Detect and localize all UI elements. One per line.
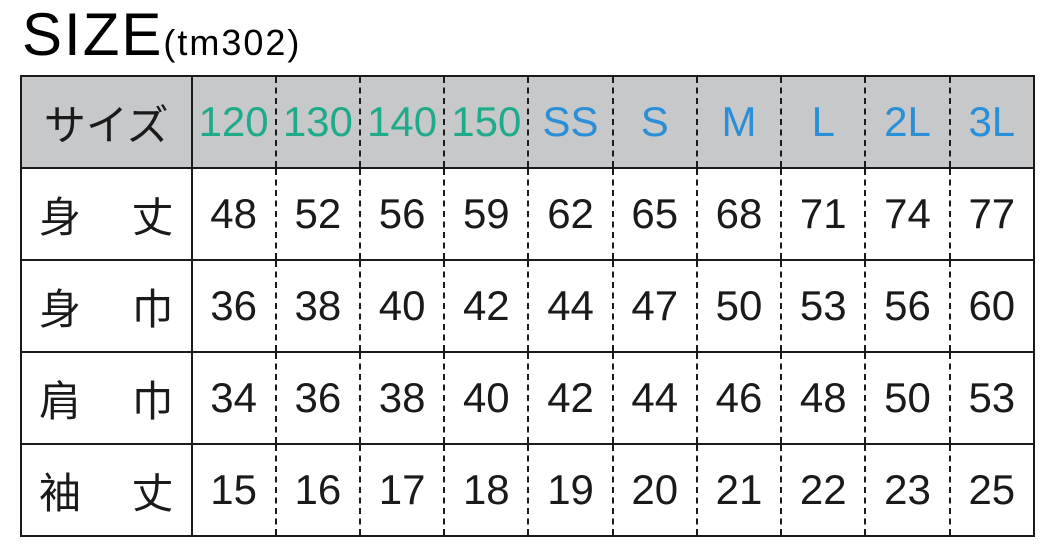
cell: 21 xyxy=(697,444,781,536)
size-header: 130 xyxy=(276,76,360,168)
cell: 59 xyxy=(444,168,528,260)
cell: 16 xyxy=(276,444,360,536)
size-header: 120 xyxy=(192,76,276,168)
cell: 53 xyxy=(950,352,1034,444)
cell: 71 xyxy=(781,168,865,260)
size-header: M xyxy=(697,76,781,168)
size-header: SS xyxy=(528,76,612,168)
cell: 38 xyxy=(360,352,444,444)
row-label: 肩巾 xyxy=(21,352,192,444)
cell: 52 xyxy=(276,168,360,260)
cell: 22 xyxy=(781,444,865,536)
cell: 36 xyxy=(192,260,276,352)
cell: 74 xyxy=(865,168,949,260)
cell: 53 xyxy=(781,260,865,352)
cell: 77 xyxy=(950,168,1034,260)
row-label: 身巾 xyxy=(21,260,192,352)
cell: 50 xyxy=(697,260,781,352)
cell: 25 xyxy=(950,444,1034,536)
cell: 20 xyxy=(613,444,697,536)
cell: 44 xyxy=(528,260,612,352)
size-header: S xyxy=(613,76,697,168)
cell: 46 xyxy=(697,352,781,444)
title-main: SIZE xyxy=(22,1,163,68)
size-header: 3L xyxy=(950,76,1034,168)
cell: 62 xyxy=(528,168,612,260)
title-sub: (tm302) xyxy=(163,22,301,63)
chart-title: SIZE(tm302) xyxy=(22,0,1035,69)
cell: 42 xyxy=(528,352,612,444)
size-header: L xyxy=(781,76,865,168)
size-header: 2L xyxy=(865,76,949,168)
cell: 17 xyxy=(360,444,444,536)
size-header: 150 xyxy=(444,76,528,168)
cell: 44 xyxy=(613,352,697,444)
cell: 65 xyxy=(613,168,697,260)
row-label: 身丈 xyxy=(21,168,192,260)
cell: 56 xyxy=(360,168,444,260)
cell: 38 xyxy=(276,260,360,352)
cell: 18 xyxy=(444,444,528,536)
cell: 48 xyxy=(781,352,865,444)
size-table: サイズ120130140150SSSML2L3L身丈48525659626568… xyxy=(20,75,1035,537)
size-header: 140 xyxy=(360,76,444,168)
row-label: 袖丈 xyxy=(21,444,192,536)
header-label: サイズ xyxy=(21,76,192,168)
cell: 56 xyxy=(865,260,949,352)
cell: 47 xyxy=(613,260,697,352)
cell: 36 xyxy=(276,352,360,444)
cell: 23 xyxy=(865,444,949,536)
cell: 50 xyxy=(865,352,949,444)
cell: 15 xyxy=(192,444,276,536)
cell: 42 xyxy=(444,260,528,352)
cell: 40 xyxy=(444,352,528,444)
cell: 19 xyxy=(528,444,612,536)
cell: 34 xyxy=(192,352,276,444)
cell: 40 xyxy=(360,260,444,352)
cell: 68 xyxy=(697,168,781,260)
cell: 48 xyxy=(192,168,276,260)
cell: 60 xyxy=(950,260,1034,352)
size-chart: SIZE(tm302) サイズ120130140150SSSML2L3L身丈48… xyxy=(0,0,1055,557)
